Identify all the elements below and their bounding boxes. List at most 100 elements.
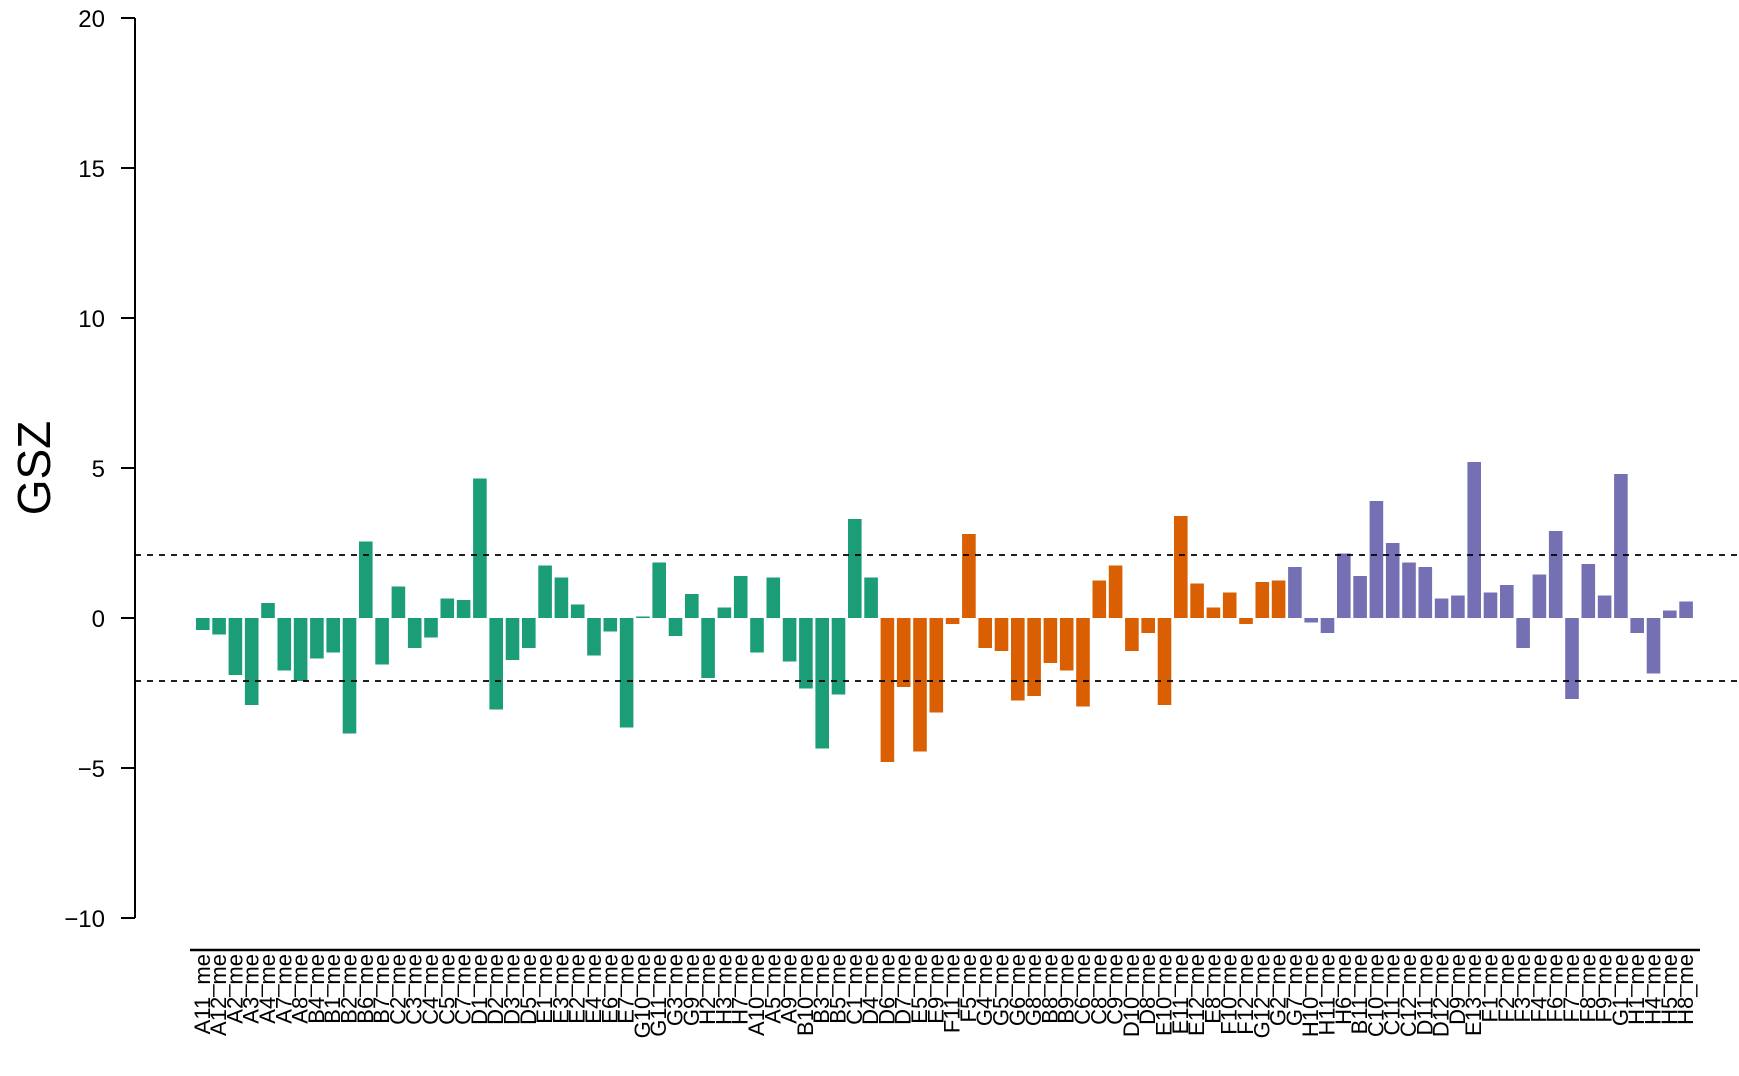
x-tick-label: H1_me	[1624, 954, 1649, 1025]
bar	[1239, 618, 1253, 624]
bar	[1385, 543, 1400, 618]
bar	[196, 618, 210, 630]
bar	[766, 577, 781, 618]
x-tick-label: E5_me	[907, 954, 932, 1024]
x-tick-label: E4_me	[581, 954, 606, 1024]
x-tick-label: D9_me	[1445, 954, 1470, 1025]
x-tick-label: A9_me	[777, 954, 802, 1024]
bar	[326, 618, 340, 653]
bar	[1288, 567, 1302, 618]
bar	[1532, 574, 1547, 618]
x-tick-label: D5_me	[516, 954, 541, 1025]
bar	[1581, 564, 1596, 618]
bar	[636, 616, 650, 618]
x-tick-label: A10_me	[744, 954, 769, 1036]
x-tick-label: C11_me	[1380, 954, 1405, 1036]
x-tick-label: E8_me	[1200, 954, 1225, 1024]
x-tick-label: A4_me	[255, 954, 280, 1024]
bar	[733, 576, 748, 618]
bar	[1011, 618, 1025, 701]
bar	[1434, 598, 1449, 618]
x-tick-label: H8_me	[1673, 954, 1698, 1025]
bar	[1369, 501, 1384, 618]
bar	[1059, 618, 1074, 671]
bar	[603, 618, 618, 632]
x-tick-label: D12_me	[1429, 954, 1454, 1037]
x-tick-label: H2_me	[695, 954, 720, 1025]
bar	[1646, 618, 1661, 674]
bar	[522, 618, 536, 648]
bar	[652, 562, 666, 618]
x-tick-label: A11_me	[190, 954, 215, 1034]
bar	[1027, 618, 1041, 696]
bar	[880, 618, 895, 762]
x-tick-label: C2_me	[385, 954, 410, 1025]
x-tick-label: D4_me	[858, 954, 883, 1025]
bar	[440, 598, 455, 618]
x-tick-label: C8_me	[1086, 954, 1111, 1025]
x-tick-label: E7_me	[614, 954, 639, 1024]
y-tick-label: −5	[78, 756, 105, 783]
x-tick-label: F9_me	[1592, 954, 1617, 1022]
bar	[1663, 610, 1677, 618]
bar	[310, 618, 324, 659]
x-tick-label: G9_me	[679, 954, 704, 1026]
x-tick-label: G11_me	[646, 954, 671, 1037]
bar	[1614, 474, 1628, 618]
x-tick-label: B11_me	[1347, 954, 1372, 1034]
x-tick-label: E3_me	[548, 954, 573, 1024]
x-tick-label: B6_me	[353, 954, 378, 1024]
x-tick-label: D10_me	[1119, 954, 1144, 1037]
y-tick-label: 10	[78, 306, 105, 333]
x-tick-label: A7_me	[271, 954, 296, 1024]
y-tick-label: 5	[92, 456, 105, 483]
bar	[538, 565, 552, 618]
x-tick-label: E12_me	[1184, 954, 1209, 1036]
bar	[359, 541, 373, 618]
bar	[1125, 618, 1139, 651]
x-tick-label: F12_me	[1233, 954, 1258, 1035]
bar	[1320, 618, 1335, 633]
x-tick-label: H3_me	[711, 954, 736, 1025]
bar	[1337, 553, 1351, 618]
x-tick-label: B3_me	[809, 954, 834, 1024]
x-tick-label: B4_me	[304, 954, 329, 1024]
x-tick-label: G5_me	[989, 954, 1014, 1026]
x-tick-label: E10_me	[1152, 954, 1177, 1036]
y-axis: −10 −5 0 5 10 15 20	[64, 6, 136, 933]
bar	[962, 534, 976, 618]
bar	[864, 577, 878, 618]
x-tick-label: D11_me	[1412, 954, 1437, 1036]
x-tick-label: E13_me	[1461, 954, 1486, 1036]
bar	[277, 618, 292, 671]
x-tick-label: H6_me	[1331, 954, 1356, 1025]
x-tick-label: C5_me	[434, 954, 459, 1025]
bar	[1108, 565, 1123, 618]
bar	[978, 618, 992, 648]
bar	[619, 618, 634, 728]
bar	[1418, 567, 1433, 618]
y-tick-label: 20	[78, 6, 105, 33]
x-tick-label: C9_me	[1103, 954, 1128, 1025]
bar	[375, 618, 389, 665]
x-tick-label: G4_me	[972, 954, 997, 1026]
x-tick-label: C7_me	[451, 954, 476, 1025]
x-tick-label: B2_me	[337, 954, 362, 1024]
x-tick-label: A12_me	[206, 954, 231, 1036]
bar	[1451, 595, 1465, 618]
x-tick-label: F4_me	[1526, 954, 1551, 1022]
x-tick-label: C12_me	[1396, 954, 1421, 1037]
x-tick-label: F7_me	[1559, 954, 1584, 1022]
bar	[848, 519, 862, 618]
bar	[473, 478, 487, 618]
bar	[342, 618, 357, 734]
bar	[1565, 618, 1579, 699]
x-tick-label: C1_me	[842, 954, 867, 1025]
x-tick-label: F11_me	[940, 954, 965, 1033]
bar	[815, 618, 829, 749]
x-tick-label: E6_me	[597, 954, 622, 1024]
x-tick-label: B10_me	[793, 954, 818, 1036]
x-tick-label: D6_me	[874, 954, 899, 1025]
x-axis-labels: A11_meA12_meA2_meA3_meA4_meA7_meA8_meB4_…	[190, 954, 1698, 1038]
